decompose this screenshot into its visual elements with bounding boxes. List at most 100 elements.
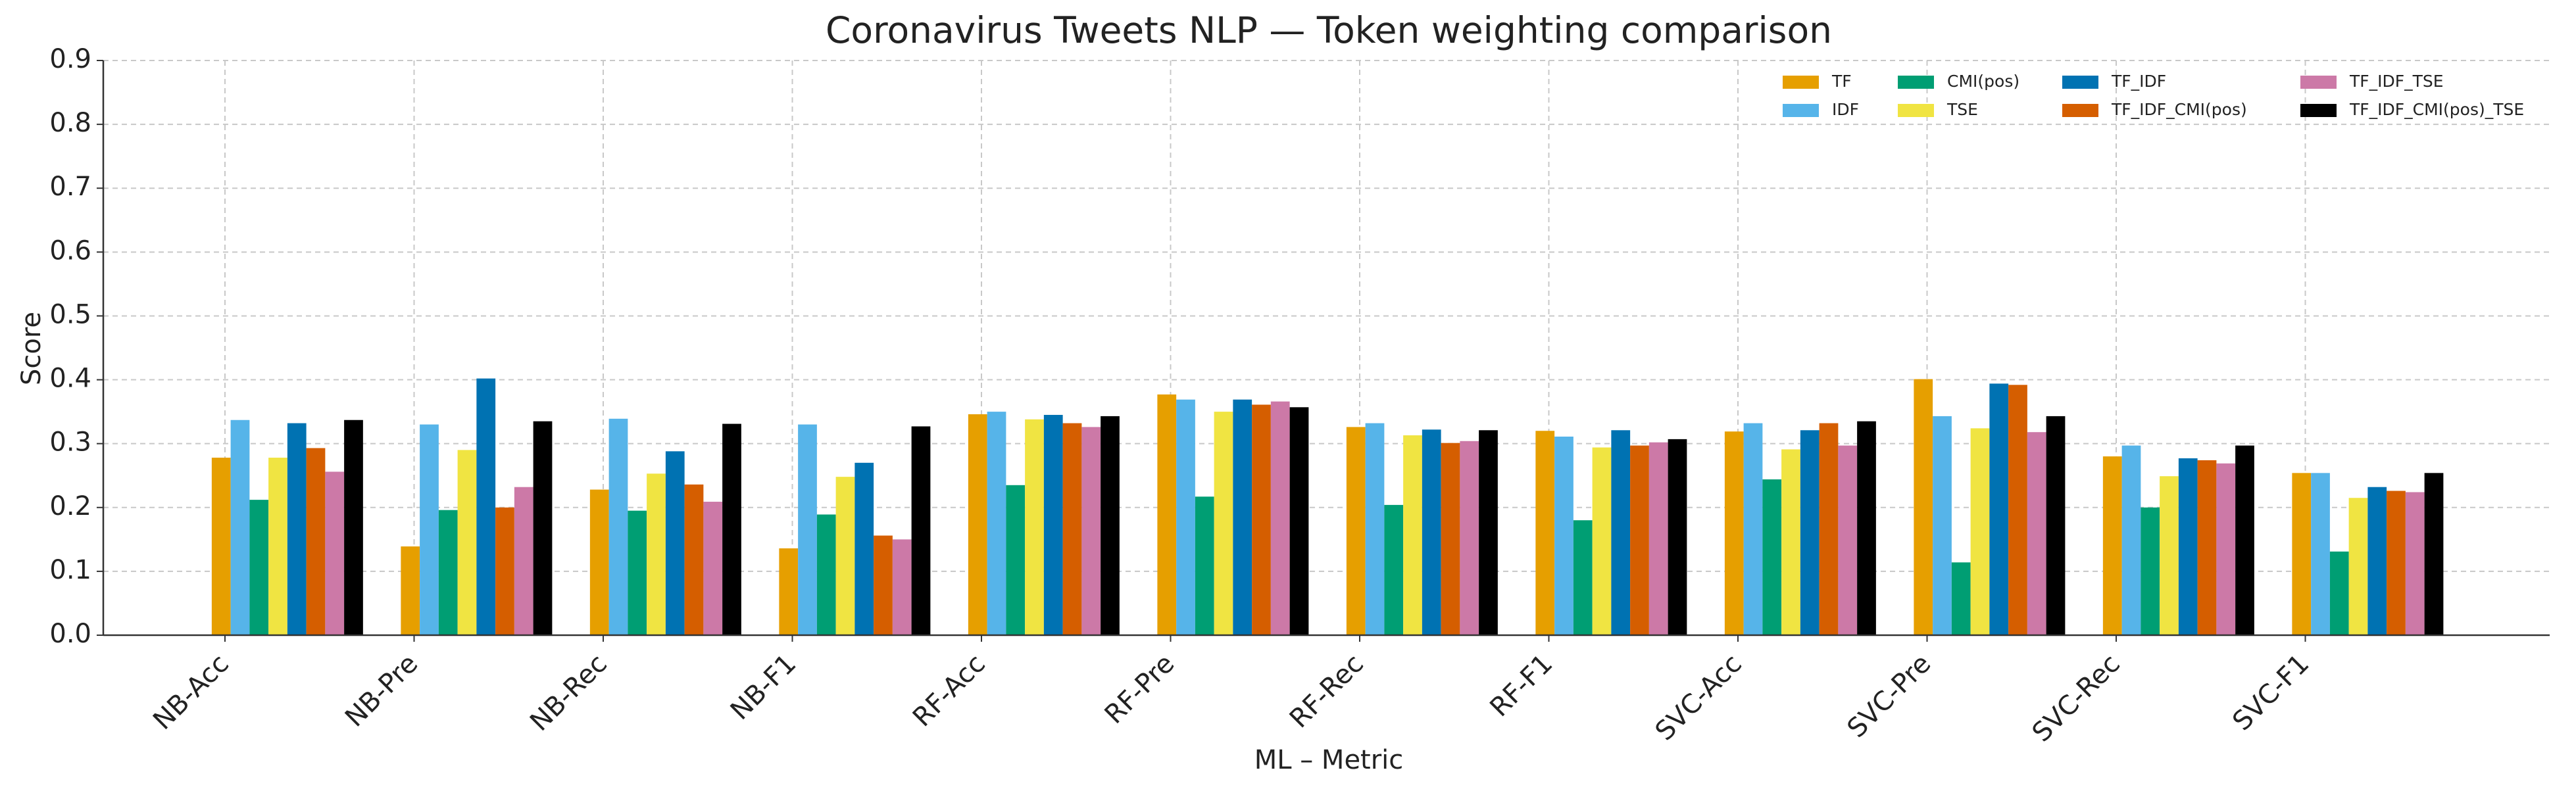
legend-swatch [2300,104,2337,117]
bar [1157,394,1177,635]
y-tick-label: 0.6 [49,235,91,266]
bar [2311,473,2330,635]
y-tick-label: 0.0 [49,619,91,649]
y-tick-label: 0.8 [49,108,91,138]
bar [1762,479,1782,635]
bar [514,487,533,635]
bar [987,412,1006,635]
bar [2235,445,2254,635]
y-tick-label: 0.2 [49,491,91,521]
bar [325,471,345,635]
bar [2160,476,2179,635]
bar [2348,498,2368,635]
bar [1270,401,1290,635]
bar [1573,520,1593,635]
legend-swatch [2062,104,2098,117]
bar [1630,445,1649,635]
bar [1346,427,1366,635]
bar [968,414,987,635]
bar [798,424,817,635]
bar [2121,445,2141,635]
bar [495,507,514,635]
bar [835,477,855,635]
bar [1592,447,1612,635]
bar [1289,407,1309,635]
legend-label: TF_IDF_CMI(pos)_TSE [2349,100,2524,119]
y-tick-label: 0.3 [49,427,91,458]
bar [438,510,458,635]
bar [1195,496,1214,635]
bar [2387,491,2406,635]
x-axis-label: ML – Metric [1254,745,1404,775]
bar [911,426,931,635]
bar [1214,412,1233,635]
bar [2178,458,2198,635]
bar [1043,414,1063,635]
bar [1648,442,1668,635]
legend-label: TF_IDF_CMI(pos) [2111,100,2247,119]
bar [1081,427,1101,635]
bar [647,473,666,635]
bar [1743,423,1763,635]
legend-label: TF_IDF [2111,72,2166,91]
legend-swatch [1898,76,1934,89]
y-tick-label: 0.7 [49,172,91,202]
bar [1857,421,1876,635]
bar [401,546,420,635]
bar [1403,435,1422,635]
bar [1933,416,1952,635]
bar [2216,463,2236,635]
bar [1914,379,1933,635]
bar [1819,423,1839,635]
legend-swatch [1783,76,1819,89]
bar [1724,431,1744,635]
bar [2027,432,2046,635]
bar [230,420,250,635]
legend-label: IDF [1832,100,1859,119]
legend-label: TSE [1946,100,1978,119]
bar [1611,430,1631,635]
legend-swatch [2300,76,2337,89]
bar [1176,399,1195,635]
bar [2141,507,2160,635]
bar [1479,430,1498,635]
y-tick-label: 0.9 [49,44,91,74]
bar [1422,429,1441,635]
bar [628,510,647,635]
bar [1233,399,1252,635]
bar [816,514,836,635]
bar [1384,504,1404,635]
bar [211,458,231,635]
bar [874,535,893,635]
bar [1951,562,1971,635]
bar [268,458,287,635]
bar [1252,404,1271,635]
bar [608,418,628,635]
bar [1025,419,1044,635]
y-tick-label: 0.1 [49,555,91,585]
bar [249,500,269,635]
bar [2424,473,2444,635]
bar [344,420,363,635]
bar [476,378,496,635]
bar [287,423,307,635]
legend-label: CMI(pos) [1947,72,2019,91]
legend-label: TF [1831,72,1852,91]
bar [1365,423,1385,635]
bar [2046,416,2066,635]
bar [2102,456,2122,635]
legend-label: TF_IDF_TSE [2349,72,2444,91]
bar [420,424,439,635]
bar [703,502,723,635]
legend-swatch [2062,76,2098,89]
bar [2008,385,2027,635]
bar [1441,443,1460,635]
bar [457,450,477,635]
chart-title: Coronavirus Tweets NLP — Token weighting… [826,9,1832,51]
bar [1668,439,1687,635]
bar [1101,416,1120,635]
bar [533,421,553,635]
bar [1781,449,1800,635]
